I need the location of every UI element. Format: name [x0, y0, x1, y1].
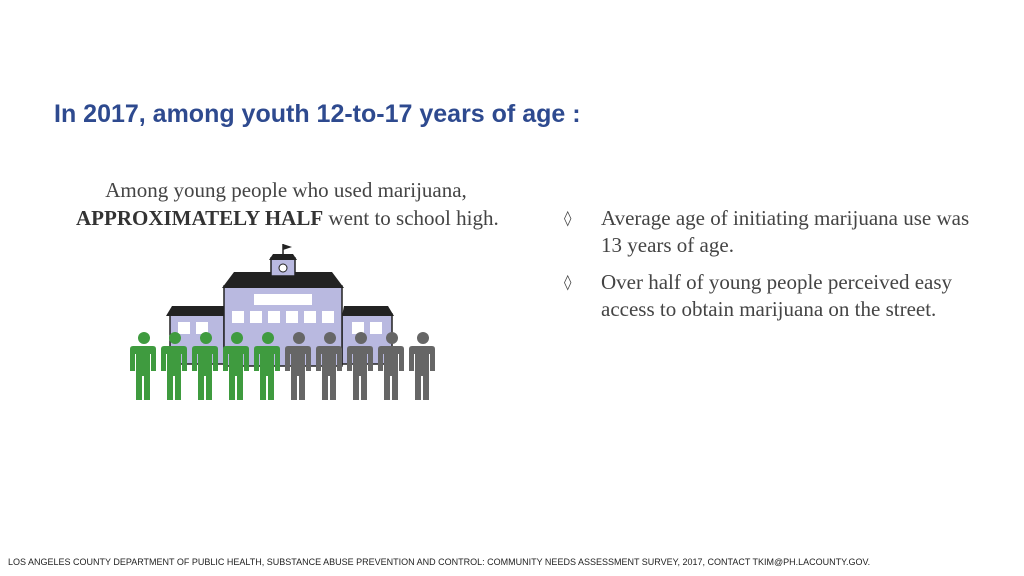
diamond-icon: ◊: [564, 209, 572, 227]
infographic-caption: Among young people who used marijuana, A…: [76, 176, 499, 232]
person-icon: [316, 332, 342, 400]
person-icon: [347, 332, 373, 400]
person-icon: [285, 332, 311, 400]
diamond-icon: ◊: [564, 273, 572, 291]
person-icon-highlighted: [192, 332, 218, 400]
caption-line-1: Among young people who used marijuana,: [105, 178, 467, 202]
caption-rest: went to school high.: [323, 206, 499, 230]
people-row: [130, 332, 435, 400]
school-illustration: [130, 244, 435, 400]
slide-title: In 2017, among youth 12-to-17 years of a…: [54, 100, 581, 128]
fact-item: ◊ Over half of young people perceived ea…: [563, 269, 983, 323]
person-icon-highlighted: [161, 332, 187, 400]
person-icon-highlighted: [130, 332, 156, 400]
caption-emphasis: APPROXIMATELY HALF: [76, 206, 324, 230]
facts-list: ◊ Average age of initiating marijuana us…: [563, 205, 983, 333]
person-icon-highlighted: [254, 332, 280, 400]
caption-line-2: APPROXIMATELY HALF went to school high.: [76, 204, 499, 232]
fact-text: Average age of initiating marijuana use …: [601, 206, 970, 257]
fact-item: ◊ Average age of initiating marijuana us…: [563, 205, 983, 259]
person-icon-highlighted: [223, 332, 249, 400]
source-footer: LOS ANGELES COUNTY DEPARTMENT OF PUBLIC …: [8, 557, 871, 567]
fact-text: Over half of young people perceived easy…: [601, 270, 953, 321]
person-icon: [378, 332, 404, 400]
person-icon: [409, 332, 435, 400]
